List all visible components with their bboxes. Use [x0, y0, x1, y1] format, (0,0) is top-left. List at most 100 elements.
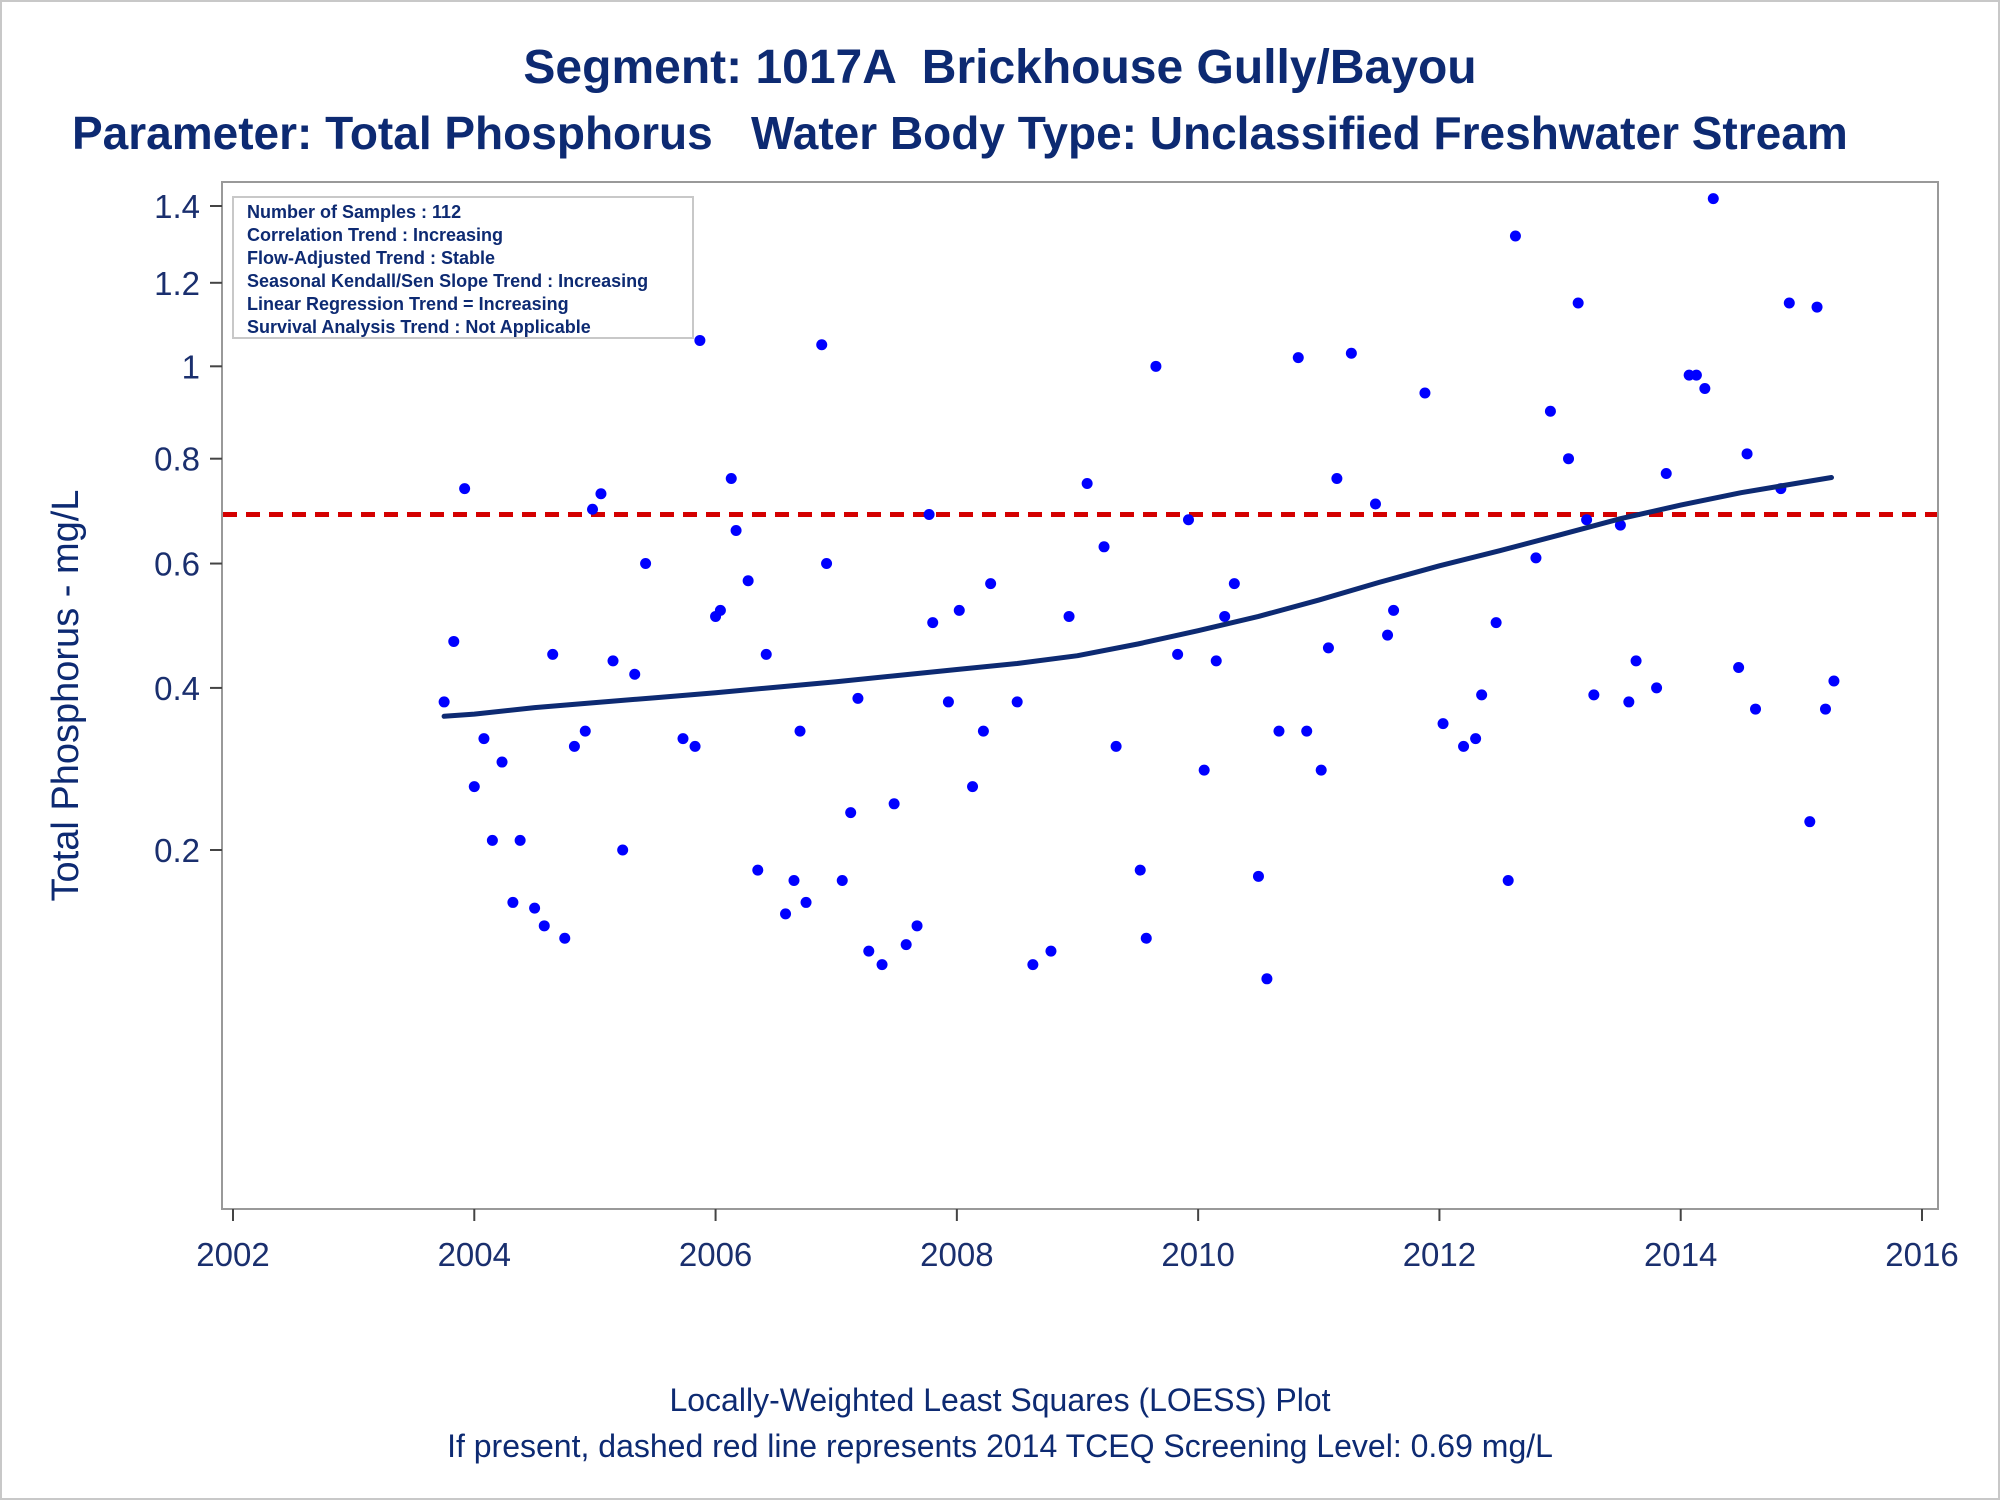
- data-point: [579, 725, 591, 737]
- data-point: [1252, 870, 1264, 882]
- data-point: [629, 668, 641, 680]
- data-point: [587, 503, 599, 515]
- data-point: [836, 875, 848, 887]
- stats-box: Number of Samples : 112 Correlation Tren…: [232, 196, 694, 339]
- data-point: [800, 896, 812, 908]
- data-point: [967, 781, 979, 793]
- data-point: [1828, 675, 1840, 687]
- data-point: [1750, 703, 1762, 715]
- data-points: [438, 193, 1840, 985]
- data-point: [730, 524, 742, 536]
- data-point: [1630, 655, 1642, 667]
- data-point: [1228, 578, 1240, 590]
- stat-line-flow-adjusted: Flow-Adjusted Trend : Stable: [247, 248, 495, 268]
- data-point: [1292, 352, 1304, 364]
- x-tick-label: 2016: [1885, 1236, 1958, 1273]
- data-point: [1437, 718, 1449, 730]
- data-point: [1134, 864, 1146, 876]
- data-point: [821, 558, 833, 570]
- data-point: [1182, 514, 1194, 526]
- data-point: [1388, 604, 1400, 616]
- data-point: [942, 696, 954, 708]
- data-point: [794, 725, 806, 737]
- data-point: [617, 844, 629, 856]
- data-point: [1110, 740, 1122, 752]
- data-point: [863, 945, 875, 957]
- data-point: [1741, 448, 1753, 460]
- data-point: [538, 920, 550, 932]
- data-point: [1301, 725, 1313, 737]
- data-point: [1530, 552, 1542, 564]
- data-point: [1261, 973, 1273, 985]
- y-axis-label: Total Phosphorus - mg/L: [45, 490, 87, 902]
- data-point: [1490, 617, 1502, 629]
- data-point: [1509, 230, 1521, 242]
- x-tick-label: 2012: [1403, 1236, 1476, 1273]
- data-point: [953, 604, 965, 616]
- data-point: [1623, 696, 1635, 708]
- data-point: [1544, 405, 1556, 417]
- data-point: [694, 334, 706, 346]
- data-point: [1811, 301, 1823, 313]
- stat-line-seasonal-kendall: Seasonal Kendall/Sen Slope Trend : Incre…: [247, 271, 648, 291]
- data-point: [1331, 473, 1343, 485]
- data-point: [985, 578, 997, 590]
- data-point: [816, 339, 828, 351]
- y-tick-label: 1.2: [154, 265, 200, 302]
- data-point: [752, 864, 764, 876]
- x-tick-label: 2002: [196, 1236, 269, 1273]
- data-point: [459, 483, 471, 495]
- chart-title: Segment: 1017A Brickhouse Gully/Bayou: [523, 41, 1477, 94]
- data-point: [486, 834, 498, 846]
- data-point: [1470, 733, 1482, 745]
- data-point: [478, 733, 490, 745]
- x-tick-label: 2010: [1161, 1236, 1234, 1273]
- data-point: [1172, 648, 1184, 660]
- x-tick-label: 2008: [920, 1236, 993, 1273]
- loess-trend-line: [441, 475, 1834, 719]
- data-point: [1502, 875, 1514, 887]
- data-point: [1140, 932, 1152, 944]
- data-point: [900, 939, 912, 951]
- y-tick-label: 0.2: [154, 832, 200, 869]
- y-tick-label: 0.6: [154, 546, 200, 583]
- data-point: [547, 648, 559, 660]
- data-point: [1027, 959, 1039, 971]
- data-point: [1572, 297, 1584, 309]
- loess-layer: [441, 475, 1834, 719]
- data-point: [1733, 662, 1745, 674]
- data-point: [1651, 682, 1663, 694]
- chart-subtitle: Parameter: Total Phosphorus Water Body T…: [72, 107, 1848, 159]
- data-point: [845, 807, 857, 819]
- data-point: [559, 932, 571, 944]
- footer-line-2: If present, dashed red line represents 2…: [447, 1428, 1553, 1464]
- data-point: [788, 875, 800, 887]
- data-point: [529, 902, 541, 914]
- data-point: [640, 558, 652, 570]
- data-point: [1804, 816, 1816, 828]
- data-point: [689, 740, 701, 752]
- data-point: [1273, 725, 1285, 737]
- plot-frame: [221, 181, 1939, 1210]
- data-point: [448, 635, 460, 647]
- data-point: [1660, 468, 1672, 480]
- x-tick-label: 2014: [1644, 1236, 1717, 1273]
- data-point: [888, 798, 900, 810]
- data-point: [1098, 541, 1110, 553]
- stats-box-border: [232, 196, 694, 339]
- data-point: [876, 959, 888, 971]
- data-point: [468, 781, 480, 793]
- data-point: [607, 655, 619, 667]
- data-point: [1322, 642, 1334, 654]
- data-point: [1476, 689, 1488, 701]
- footer-line-1: Locally-Weighted Least Squares (LOESS) P…: [669, 1382, 1331, 1418]
- data-point: [507, 896, 519, 908]
- data-point: [714, 604, 726, 616]
- data-point: [1581, 514, 1593, 526]
- axes: 2002 2004 2006 2008 2010 2012 2014 2016 0.2 0.4 0.…: [45, 188, 1959, 1273]
- plot-area: [221, 181, 1939, 1210]
- data-point: [725, 473, 737, 485]
- data-point: [1219, 610, 1231, 622]
- data-point: [1315, 764, 1327, 776]
